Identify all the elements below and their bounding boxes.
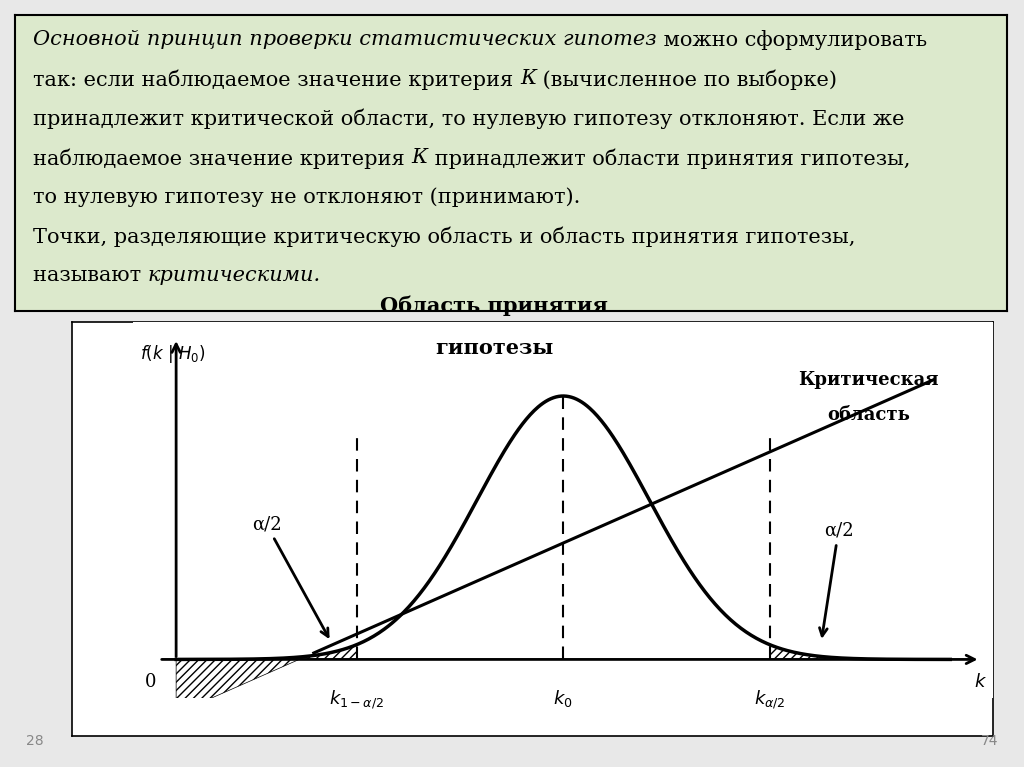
Text: Точки, разделяющие критическую область и область принятия гипотезы,: Точки, разделяющие критическую область и… (33, 227, 856, 248)
Text: $k$: $k$ (974, 673, 987, 691)
Text: α/2: α/2 (252, 515, 328, 637)
Text: то нулевую гипотезу не отклоняют (принимают).: то нулевую гипотезу не отклоняют (приним… (33, 188, 581, 207)
Text: $k_{1-\alpha/2}$: $k_{1-\alpha/2}$ (330, 688, 384, 711)
Text: $k_0$: $k_0$ (553, 688, 573, 709)
Text: принадлежит области принятия гипотезы,: принадлежит области принятия гипотезы, (428, 148, 910, 169)
Text: критическими.: критическими. (147, 266, 322, 285)
Text: так: если наблюдаемое значение критерия: так: если наблюдаемое значение критерия (33, 70, 520, 90)
Text: область: область (827, 407, 910, 424)
Text: принадлежит критической области, то нулевую гипотезу отклоняют. Если же: принадлежит критической области, то нуле… (33, 109, 904, 130)
Text: гипотезы: гипотезы (435, 337, 554, 358)
Text: $k_{\alpha/2}$: $k_{\alpha/2}$ (754, 688, 785, 711)
Text: наблюдаемое значение критерия: наблюдаемое значение критерия (33, 148, 412, 169)
Text: (вычисленное по выборке): (вычисленное по выборке) (537, 70, 837, 90)
Text: α/2: α/2 (819, 522, 853, 636)
Text: Основной принцип проверки статистических гипотез: Основной принцип проверки статистических… (33, 30, 656, 49)
Text: Область принятия: Область принятия (380, 296, 608, 316)
Text: 28: 28 (26, 734, 43, 748)
Text: К: К (412, 148, 428, 167)
Text: Критическая: Критическая (799, 371, 939, 389)
Text: можно сформулировать: можно сформулировать (656, 30, 927, 50)
Text: 0: 0 (144, 673, 156, 691)
Text: $f(k\ |\ H_0)$: $f(k\ |\ H_0)$ (140, 344, 206, 365)
Text: называют: называют (33, 266, 147, 285)
Text: 74: 74 (981, 734, 998, 748)
Text: К: К (520, 70, 537, 88)
